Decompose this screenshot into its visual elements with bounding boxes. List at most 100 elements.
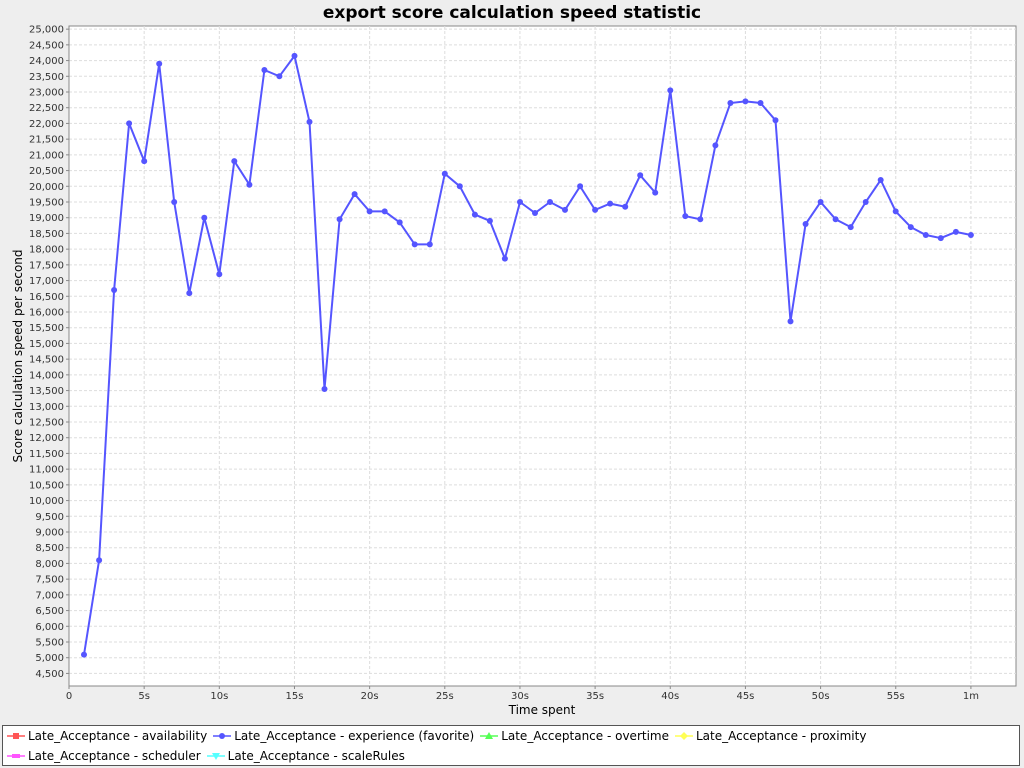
data-point <box>802 221 809 227</box>
legend-label-scalerules: Late_Acceptance - scaleRules <box>227 749 405 763</box>
data-point <box>772 117 779 124</box>
y-tick-label: 19,500 <box>29 198 64 209</box>
data-point <box>922 232 929 238</box>
legend-swatch-scheduler <box>7 754 25 758</box>
y-tick-label: 21,000 <box>29 150 64 161</box>
y-tick-label: 13,500 <box>29 386 64 397</box>
data-point <box>652 189 659 196</box>
x-tick-label: 0 <box>66 691 72 702</box>
y-tick-label: 7,500 <box>35 575 64 586</box>
data-point <box>126 120 133 127</box>
data-point <box>81 651 87 658</box>
data-point <box>562 206 568 213</box>
y-tick-label: 14,000 <box>29 370 64 381</box>
data-point <box>141 158 148 165</box>
y-tick-label: 18,000 <box>29 245 64 256</box>
x-tick-label: 35s <box>586 691 604 702</box>
data-point <box>486 217 493 224</box>
legend-label-proximity: Late_Acceptance - proximity <box>695 729 867 743</box>
x-tick-label: 40s <box>661 691 679 702</box>
data-point <box>441 170 448 177</box>
y-tick-label: 4,500 <box>35 669 64 680</box>
y-tick-label: 15,500 <box>29 323 64 334</box>
x-tick-label: 15s <box>286 691 304 702</box>
data-point <box>787 318 794 325</box>
y-tick-label: 15,000 <box>29 339 64 350</box>
data-point <box>306 118 313 125</box>
data-point <box>607 200 614 207</box>
x-axis-label: Time spent <box>508 703 576 717</box>
legend-item-availability[interactable]: Late_Acceptance - availability <box>7 729 207 743</box>
legend-swatch-experience <box>213 733 232 739</box>
data-point <box>246 181 253 188</box>
y-tick-label: 17,500 <box>29 260 64 271</box>
data-point <box>847 224 854 231</box>
data-point <box>877 177 884 183</box>
y-tick-label: 5,500 <box>35 638 64 649</box>
data-point <box>862 199 869 205</box>
y-tick-label: 6,000 <box>35 622 64 633</box>
data-point <box>712 142 719 149</box>
data-point <box>892 208 899 215</box>
chart-title: export score calculation speed statistic <box>323 3 701 23</box>
y-tick-label: 24,000 <box>29 56 64 67</box>
data-point <box>201 214 208 221</box>
data-point <box>952 228 959 235</box>
x-tick-label: 1m <box>963 691 979 702</box>
y-tick-label: 18,500 <box>29 229 64 240</box>
data-point <box>637 172 644 179</box>
x-tick-label: 30s <box>511 691 529 702</box>
legend-item-scheduler[interactable]: Late_Acceptance - scheduler <box>7 749 201 763</box>
data-point <box>276 73 283 80</box>
legend-item-overtime[interactable]: Late_Acceptance - overtime <box>480 729 669 743</box>
series-layer <box>81 52 974 658</box>
y-tick-label: 20,000 <box>29 182 64 193</box>
legend-item-scalerules[interactable]: Late_Acceptance - scaleRules <box>206 749 405 763</box>
y-tick-label: 9,000 <box>35 528 64 539</box>
y-tick-label: 25,000 <box>29 25 64 36</box>
y-tick-label: 9,500 <box>35 512 64 523</box>
legend-item-proximity[interactable]: Late_Acceptance - proximity <box>674 729 867 743</box>
legend-label-overtime: Late_Acceptance - overtime <box>501 729 669 743</box>
legend: Late_Acceptance - availability Late_Acce… <box>2 725 1020 766</box>
y-tick-label: 7,000 <box>35 590 64 601</box>
grid-lines <box>68 26 1016 686</box>
y-tick-label: 17,000 <box>29 276 64 287</box>
data-point <box>697 216 704 223</box>
data-point <box>967 232 974 238</box>
data-point <box>321 386 328 392</box>
y-tick-label: 8,500 <box>35 543 64 554</box>
data-point <box>426 241 433 248</box>
legend-swatch-availability <box>7 733 25 739</box>
y-tick-label: 22,500 <box>29 103 64 114</box>
legend-label-availability: Late_Acceptance - availability <box>28 729 208 743</box>
x-tick-label: 25s <box>436 691 454 702</box>
y-tick-label: 8,000 <box>35 559 64 570</box>
series-line <box>83 53 972 655</box>
data-point <box>471 211 478 218</box>
y-tick-label: 6,500 <box>35 606 64 617</box>
y-tick-label: 23,000 <box>29 88 64 99</box>
legend-swatch-overtime <box>480 732 499 739</box>
data-point <box>817 199 824 205</box>
legend-label-scheduler: Late_Acceptance - scheduler <box>28 749 201 763</box>
data-point <box>757 100 764 106</box>
data-point <box>336 216 343 223</box>
data-point <box>532 210 538 216</box>
y-tick-label: 10,000 <box>29 496 64 507</box>
x-tick-label: 10s <box>210 691 228 702</box>
legend-item-experience[interactable]: Late_Acceptance - experience (favorite) <box>213 729 474 743</box>
data-point <box>396 219 403 226</box>
data-point <box>456 183 463 190</box>
data-point <box>832 216 839 223</box>
data-point <box>577 183 584 190</box>
x-tick-label: 55s <box>887 691 905 702</box>
data-point <box>186 290 193 297</box>
data-point <box>156 60 163 67</box>
data-point <box>907 224 914 231</box>
legend-swatch-scalerules <box>206 753 225 760</box>
data-point <box>622 203 629 210</box>
y-axis: 4,500 5,000 5,500 6,000 6,500 7,000 7,500 8,000… <box>29 25 70 686</box>
data-point <box>216 271 223 278</box>
data-point <box>592 206 599 213</box>
